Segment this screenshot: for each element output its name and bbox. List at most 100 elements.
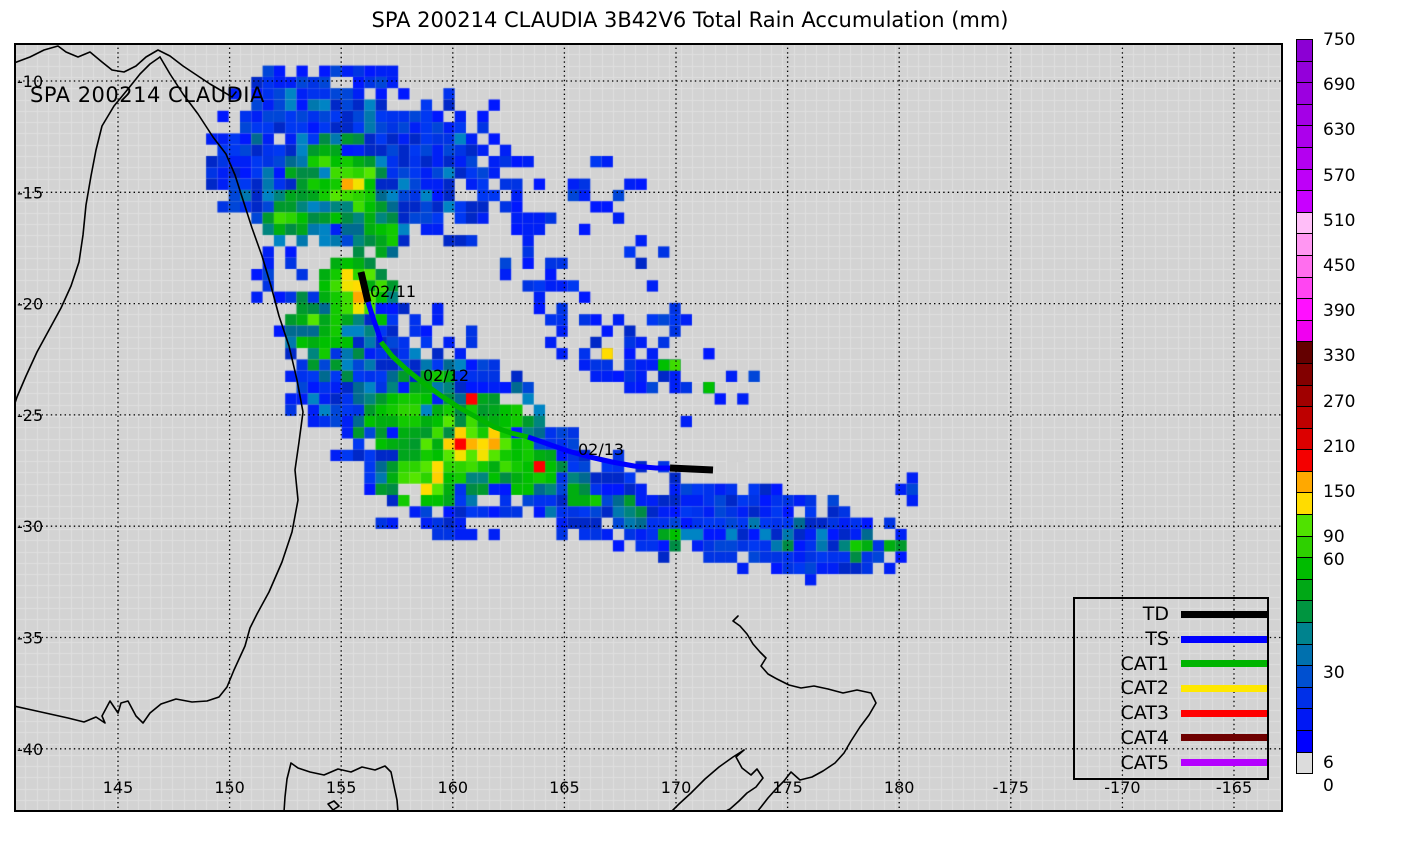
colorbar-cell: [1296, 211, 1313, 235]
storm-track-ts: [527, 434, 670, 471]
colorbar-cell: [1296, 470, 1313, 494]
colorbar-cell: [1296, 362, 1313, 386]
storm-inset-label: SPA 200214 CLAUDIA: [30, 83, 265, 107]
coastline: [670, 749, 745, 812]
legend-row-cat2: CAT2: [1075, 677, 1267, 699]
colorbar-tick-label: 210: [1323, 436, 1356, 457]
lon-tick-label: 155: [326, 778, 357, 797]
storm-track-td: [357, 271, 372, 303]
colorbar-cell: [1296, 600, 1313, 624]
colorbar-cell: [1296, 298, 1313, 321]
colorbar-cell: [1296, 557, 1313, 580]
lat-tick-label: -10: [17, 72, 43, 91]
colorbar-cell: [1296, 341, 1313, 364]
lat-tick-label: -30: [17, 517, 43, 536]
colorbar-cell: [1296, 319, 1313, 343]
coastline: [723, 749, 764, 812]
lon-tick-label: 145: [103, 778, 134, 797]
lon-tick-label: 150: [214, 778, 245, 797]
colorbar-cell: [1296, 708, 1313, 731]
lat-tick-label: -35: [17, 629, 43, 648]
map-overlay: 02/11 02/12 02/13 145 150 155 160 165 170 175 180 -…: [14, 43, 1283, 812]
colorbar-cell: [1296, 492, 1313, 516]
lon-tick-label: 180: [884, 778, 915, 797]
lat-tick-label: -25: [17, 406, 43, 425]
colorbar-cell: [1296, 535, 1313, 559]
legend-line-swatch: [1180, 660, 1267, 668]
lon-tick-label: 170: [661, 778, 692, 797]
colorbar-tick-label: 30: [1323, 662, 1345, 683]
lon-tick-label: -165: [1216, 778, 1252, 797]
legend-label: CAT3: [1120, 702, 1169, 725]
colorbar-cell: [1296, 427, 1313, 451]
lon-tick-label: 165: [549, 778, 580, 797]
legend-row-cat3: CAT3: [1075, 702, 1267, 724]
colorbar-tick-label: 60: [1323, 549, 1345, 570]
colorbar-cell: [1296, 254, 1313, 278]
legend-label: TS: [1145, 628, 1169, 651]
storm-track-cat1: [379, 340, 529, 440]
colorbar-cell: [1296, 233, 1313, 256]
coastline: [14, 56, 161, 407]
legend-line-swatch: [1180, 734, 1267, 742]
track-date-label: 02/13: [578, 440, 624, 459]
colorbar-cell: [1296, 643, 1313, 667]
colorbar-cell: [1296, 665, 1313, 688]
rain-accumulation-raster: [14, 43, 1283, 812]
colorbar-tick-label: 750: [1323, 30, 1356, 50]
colorbar-cell: [1296, 82, 1313, 105]
coastline: [14, 45, 237, 98]
legend-label: CAT1: [1120, 652, 1169, 675]
storm-track-td: [669, 464, 714, 474]
colorbar-tick-label: 330: [1323, 346, 1356, 367]
legend-line-swatch: [1180, 610, 1267, 618]
colorbar-cell: [1296, 406, 1313, 429]
lon-tick-label: 175: [772, 778, 803, 797]
colorbar-cell: [1296, 146, 1313, 170]
legend-line-swatch: [1180, 684, 1267, 692]
coastline: [283, 762, 399, 812]
lat-tick-label: -40: [17, 740, 43, 759]
legend-row-cat4: CAT4: [1075, 727, 1267, 749]
colorbar-cell: [1296, 276, 1313, 300]
map-plot-area: 02/11 02/12 02/13 145 150 155 160 165 170 175 180 -…: [14, 43, 1283, 812]
legend-label: TD: [1142, 603, 1169, 626]
colorbar-tick-label: 570: [1323, 165, 1356, 186]
legend-label: CAT5: [1120, 751, 1169, 774]
colorbar-cell: [1296, 103, 1313, 127]
colorbar-cell: [1296, 39, 1313, 62]
colorbar-cell: [1296, 622, 1313, 645]
colorbar-tick-label: 270: [1323, 391, 1356, 412]
colorbar-tick-label: 150: [1323, 482, 1356, 502]
colorbar-cell: [1296, 60, 1313, 84]
chart-title: SPA 200214 CLAUDIA 3B42V6 Total Rain Acc…: [371, 8, 1009, 32]
coastline: [327, 800, 340, 811]
colorbar-cell: [1296, 578, 1313, 602]
storm-category-legend: TD TS CAT1 CAT2 CAT3 CAT4 CAT5: [1073, 597, 1269, 780]
colorbar-cell: [1296, 686, 1313, 710]
lon-tick-label: -170: [1104, 778, 1140, 797]
legend-row-td: TD: [1075, 603, 1267, 625]
colorbar-tick-label: 510: [1323, 210, 1356, 231]
legend-line-swatch: [1180, 759, 1267, 767]
colorbar-tick-label: 630: [1323, 120, 1356, 141]
storm-track-ts: [365, 301, 384, 343]
colorbar-tick-label: 390: [1323, 301, 1356, 322]
legend-row-cat1: CAT1: [1075, 653, 1267, 675]
lat-tick-label: -15: [17, 183, 43, 202]
colorbar: 0 6 30 60 90 150 210 270 330 390 450 510 570 630 690 75…: [1296, 30, 1355, 796]
legend-row-ts: TS: [1075, 628, 1267, 650]
colorbar-tick-label: 90: [1323, 527, 1345, 548]
colorbar-cell: [1296, 168, 1313, 192]
track-date-label: 02/12: [423, 366, 469, 385]
colorbar-cell: [1296, 190, 1313, 213]
colorbar-cell: [1296, 514, 1313, 537]
colorbar-cell: [1296, 449, 1313, 472]
colorbar-cell: [1296, 125, 1313, 148]
coastline: [732, 615, 877, 812]
colorbar-tick-label: 690: [1323, 75, 1356, 96]
lat-tick-label: -20: [17, 295, 43, 314]
legend-row-cat5: CAT5: [1075, 752, 1267, 774]
lon-tick-label: -175: [993, 778, 1029, 797]
